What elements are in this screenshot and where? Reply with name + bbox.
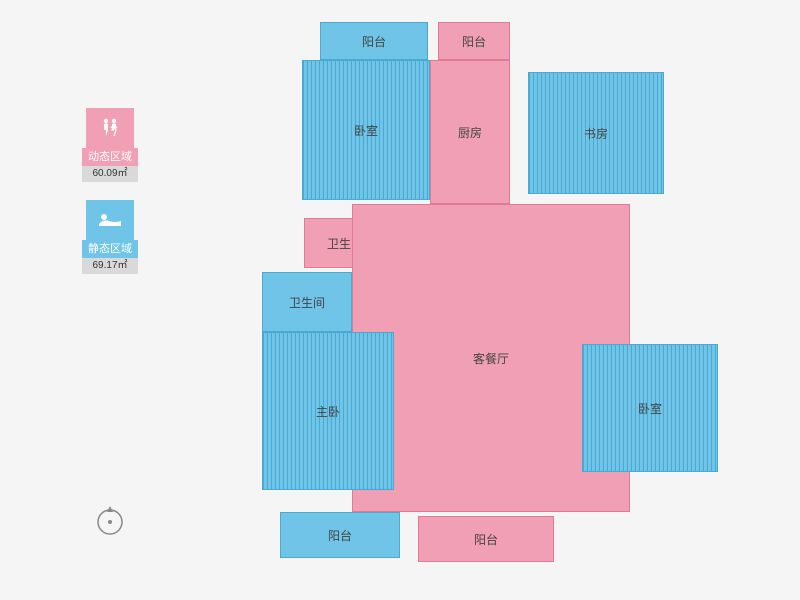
legend-static-label: 静态区域 [82,240,138,258]
room-bedroom-tl: 卧室 [302,60,430,200]
room-balcony-bl: 阳台 [280,512,400,558]
room-balcony-top-right: 阳台 [438,22,510,60]
room-label-kitchen: 厨房 [458,124,482,141]
room-label-balcony-top-right: 阳台 [462,33,486,50]
room-label-balcony-bl: 阳台 [328,527,352,544]
room-label-study: 书房 [584,125,608,142]
legend-dynamic-value: 60.09㎡ [82,166,138,182]
people-icon [86,108,134,148]
room-label-bedroom-tl: 卧室 [354,122,378,139]
room-study: 书房 [528,72,664,194]
room-label-balcony-bm: 阳台 [474,531,498,548]
room-bath-bottom: 卫生间 [262,272,352,332]
room-label-master: 主卧 [316,403,340,420]
rest-icon [86,200,134,240]
room-bedroom-br: 卧室 [582,344,718,472]
floorplan: 阳台阳台卧室厨房书房卫生间卫生间客餐厅主卧卧室阳台阳台 [262,22,734,582]
legend-dynamic: 动态区域 60.09㎡ [80,108,140,182]
legend-static-value: 69.17㎡ [82,258,138,274]
legend-static: 静态区域 69.17㎡ [80,200,140,274]
room-kitchen: 厨房 [430,60,510,204]
legend-panel: 动态区域 60.09㎡ 静态区域 69.17㎡ [80,108,140,292]
compass-icon [92,498,128,534]
room-master: 主卧 [262,332,394,490]
room-label-living: 客餐厅 [473,350,509,367]
room-label-balcony-top-left: 阳台 [362,33,386,50]
room-label-bedroom-br: 卧室 [638,400,662,417]
room-label-bath-bottom: 卫生间 [289,294,325,311]
room-balcony-bm: 阳台 [418,516,554,562]
legend-dynamic-label: 动态区域 [82,148,138,166]
room-balcony-top-left: 阳台 [320,22,428,60]
